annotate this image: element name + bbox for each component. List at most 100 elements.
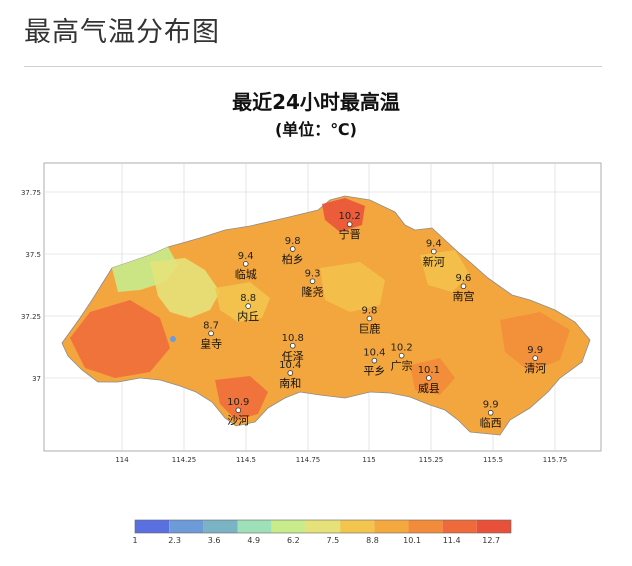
- station-marker: 10.2 宁晋: [339, 211, 361, 241]
- station-name: 巨鹿: [358, 321, 380, 335]
- station-marker: 9.3 隆尧: [302, 268, 324, 298]
- legend-swatch: [374, 520, 409, 533]
- station-value: 10.2: [390, 343, 412, 354]
- station-marker: 9.8 巨鹿: [358, 305, 380, 335]
- station-dot: [426, 375, 432, 381]
- cold-spot: [170, 336, 176, 342]
- station-name: 平乡: [363, 365, 385, 378]
- station-dot: [346, 221, 353, 228]
- station-name: 隆尧: [302, 284, 324, 298]
- station-value: 9.9: [527, 345, 543, 356]
- y-tick-label: 37.75: [21, 189, 41, 197]
- station-value: 10.4: [363, 348, 385, 359]
- warm-zone-southwest: [70, 300, 170, 378]
- legend-label: 2.3: [168, 536, 181, 545]
- station-name: 南宫: [452, 289, 474, 303]
- station-marker: 10.1 威县: [418, 365, 440, 395]
- legend-swatch: [408, 520, 443, 533]
- station-value: 8.8: [240, 293, 256, 304]
- x-tick-label: 115: [362, 456, 375, 464]
- station-marker: 9.9 清河: [524, 345, 546, 375]
- legend-swatch: [135, 520, 170, 533]
- station-value: 10.9: [227, 397, 249, 408]
- station-name: 清河: [524, 362, 546, 375]
- station-marker: 9.4 新河: [423, 239, 445, 269]
- legend-swatch: [169, 520, 204, 533]
- station-marker: 10.4 平乡: [363, 348, 385, 378]
- y-tick-label: 37.25: [21, 313, 41, 321]
- station-name: 任泽: [282, 350, 304, 363]
- color-legend: 1 2.3 3.6 4.9 6.2 7.5 8.8 10.1 11.4 12.7: [132, 519, 512, 545]
- station-value: 10.4: [279, 360, 301, 371]
- station-marker: 9.4 临城: [235, 251, 257, 281]
- legend-label: 3.6: [208, 536, 221, 545]
- station-dot: [208, 330, 214, 337]
- station-dot: [289, 246, 296, 252]
- legend-label: 4.9: [247, 536, 260, 545]
- page-title: 最高气温分布图: [24, 17, 220, 48]
- x-tick-label: 115.5: [483, 456, 503, 464]
- legend-swatch: [442, 520, 477, 533]
- station-marker: 9.9 临西: [480, 400, 502, 430]
- station-dot: [309, 278, 316, 285]
- temperature-field: [61, 195, 591, 436]
- station-dot: [289, 342, 296, 349]
- legend-label: 10.1: [403, 536, 421, 545]
- station-value: 9.4: [238, 251, 254, 262]
- station-value: 9.9: [483, 400, 499, 411]
- legend-swatch: [305, 520, 341, 533]
- mild-zone-mid: [320, 262, 385, 312]
- legend-swatch: [203, 520, 238, 533]
- legend-swatch: [476, 520, 511, 533]
- warm-zone-southeast: [410, 358, 455, 395]
- station-value: 10.8: [282, 333, 304, 344]
- station-marker: 10.4 南和: [279, 360, 301, 390]
- station-marker: 9.8 柏乡: [282, 236, 304, 266]
- station-dot: [487, 409, 494, 416]
- station-value: 9.3: [305, 268, 321, 279]
- y-tick-label: 37: [32, 375, 41, 383]
- station-marker: 10.8 任泽: [282, 333, 304, 363]
- legend-border: [134, 519, 512, 534]
- x-axis-labels: 114 114.25 114.5 114.75 115 115.25 115.5…: [115, 456, 567, 464]
- x-tick-label: 115.25: [419, 456, 444, 464]
- station-value: 10.2: [339, 211, 361, 222]
- x-tick-label: 114.75: [296, 456, 321, 464]
- station-marker: 9.6 南宫: [452, 273, 474, 303]
- station-dot: [366, 315, 373, 322]
- legend-label: 6.2: [287, 536, 300, 545]
- mild-zone-center: [215, 282, 270, 322]
- legend-label: 7.5: [327, 536, 340, 545]
- station-marker: 8.8 内丘: [237, 293, 259, 323]
- x-tick-label: 115.75: [543, 456, 568, 464]
- station-value: 8.7: [203, 320, 219, 331]
- station-marker: 8.7 皇寺: [200, 320, 222, 350]
- legend-label: 1: [132, 536, 137, 545]
- map-subtitle: (单位：℃): [274, 120, 357, 139]
- station-dot: [430, 248, 437, 255]
- station-dot: [287, 370, 294, 376]
- station-dot: [460, 283, 467, 290]
- legend-swatch: [237, 520, 272, 533]
- station-marker: 10.9 沙河: [227, 397, 249, 427]
- y-axis-labels: 37.75 37.5 37.25 37: [21, 189, 41, 383]
- station-value: 9.4: [426, 239, 442, 250]
- station-dot: [242, 261, 249, 267]
- station-value: 9.8: [285, 236, 301, 247]
- station-value: 9.6: [456, 273, 472, 284]
- legend-label: 11.4: [443, 536, 461, 545]
- station-name: 宁晋: [339, 227, 361, 241]
- station-name: 新河: [423, 255, 445, 269]
- station-name: 威县: [418, 382, 440, 395]
- legend-swatch: [340, 520, 375, 533]
- y-tick-label: 37.5: [25, 251, 41, 259]
- station-name: 沙河: [227, 414, 249, 427]
- mild-zone-east: [420, 250, 470, 292]
- legend-swatch: [271, 520, 306, 533]
- station-name: 柏乡: [282, 252, 304, 266]
- map-title: 最近24小时最高温: [232, 90, 400, 114]
- x-tick-label: 114: [115, 456, 129, 464]
- legend-label: 8.8: [366, 536, 379, 545]
- legend-label: 12.7: [482, 536, 500, 545]
